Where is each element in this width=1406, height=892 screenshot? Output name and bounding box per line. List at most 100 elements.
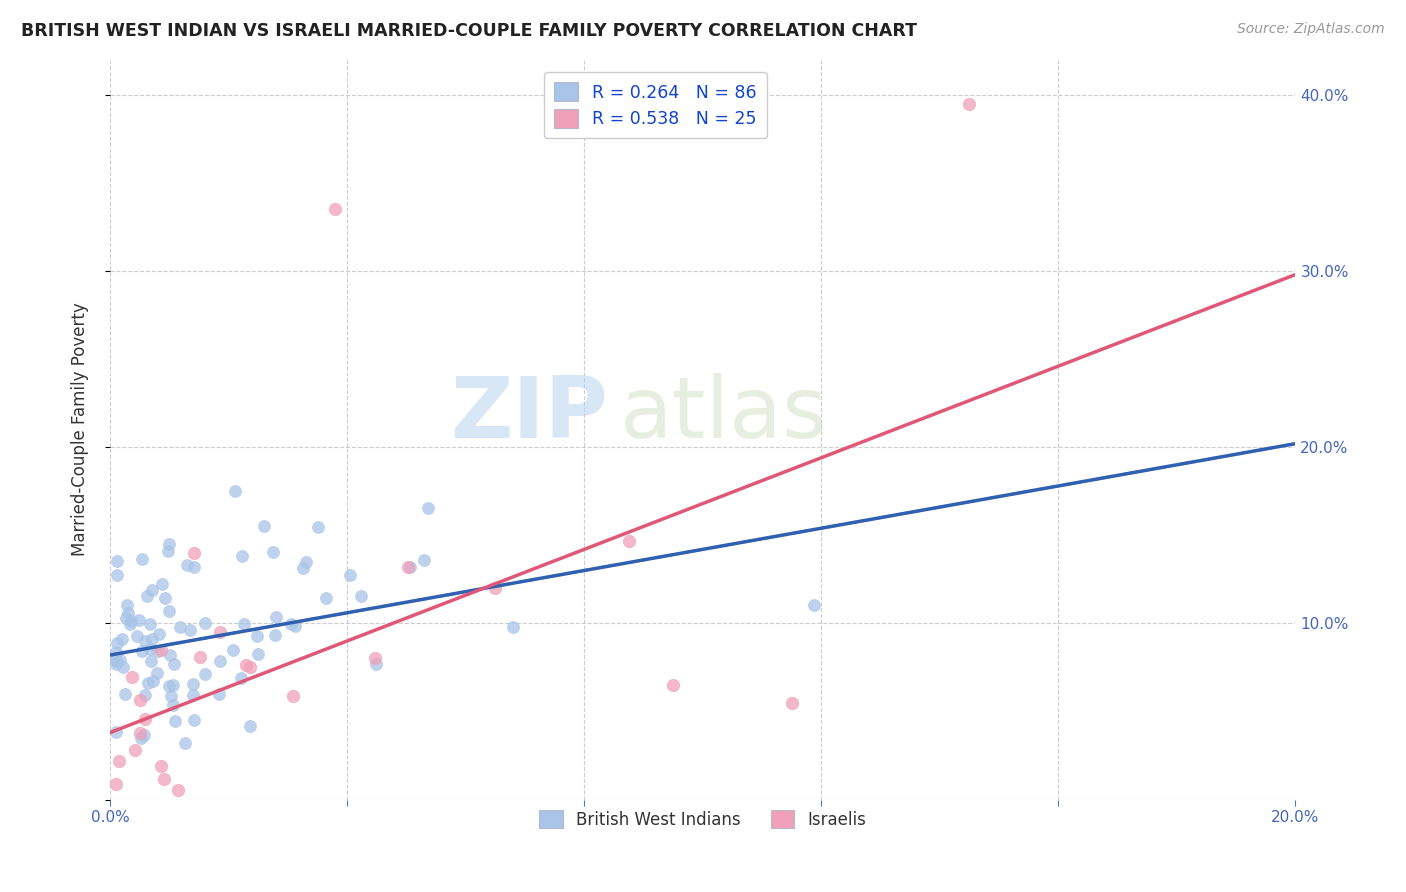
Point	[105, 654, 128, 668]
Point	[118, 616, 141, 631]
Text: atlas: atlas	[620, 373, 828, 457]
Legend: British West Indians, Israelis: British West Indians, Israelis	[533, 804, 873, 836]
Point	[176, 558, 198, 572]
Point	[364, 657, 387, 671]
Point	[148, 643, 170, 657]
Point	[131, 644, 153, 658]
Point	[780, 696, 803, 710]
Point	[484, 581, 506, 595]
Point	[129, 693, 152, 707]
Point	[105, 653, 128, 667]
Y-axis label: Married-Couple Family Poverty: Married-Couple Family Poverty	[72, 302, 89, 557]
Point	[150, 759, 173, 773]
Point	[174, 736, 197, 750]
Point	[153, 591, 176, 606]
Point	[136, 675, 159, 690]
Point	[263, 628, 285, 642]
Point	[323, 202, 346, 217]
Point	[169, 620, 191, 634]
Point	[150, 577, 173, 591]
Point	[188, 649, 211, 664]
Point	[105, 645, 128, 659]
Point	[162, 678, 184, 692]
Point	[284, 619, 307, 633]
Point	[502, 620, 524, 634]
Point	[183, 688, 205, 702]
Point	[246, 628, 269, 642]
Point	[160, 689, 183, 703]
Point	[416, 500, 439, 515]
Point	[159, 648, 181, 662]
Point	[157, 537, 180, 551]
Point	[124, 743, 146, 757]
Point	[194, 667, 217, 681]
Text: ZIP: ZIP	[450, 373, 607, 457]
Point	[222, 643, 245, 657]
Point	[163, 714, 186, 728]
Point	[150, 642, 173, 657]
Point	[134, 712, 156, 726]
Point	[105, 657, 128, 672]
Point	[131, 552, 153, 566]
Point	[280, 617, 302, 632]
Point	[162, 698, 184, 712]
Point	[117, 607, 139, 621]
Point	[125, 630, 148, 644]
Point	[238, 719, 260, 733]
Point	[142, 674, 165, 689]
Point	[145, 665, 167, 680]
Point	[229, 671, 252, 685]
Point	[139, 654, 162, 668]
Point	[157, 544, 180, 558]
Point	[157, 604, 180, 618]
Point	[183, 560, 205, 574]
Point	[194, 615, 217, 630]
Point	[148, 627, 170, 641]
Point	[183, 546, 205, 560]
Point	[262, 544, 284, 558]
Point	[115, 598, 138, 612]
Point	[209, 625, 232, 640]
Point	[959, 96, 981, 111]
Point	[105, 724, 128, 739]
Point	[398, 560, 420, 574]
Point	[207, 687, 229, 701]
Point	[153, 772, 176, 786]
Point	[349, 589, 371, 603]
Point	[413, 552, 436, 566]
Point	[121, 670, 143, 684]
Point	[239, 660, 262, 674]
Point	[131, 731, 153, 745]
Point	[111, 660, 134, 674]
Point	[128, 726, 150, 740]
Point	[105, 553, 128, 567]
Point	[315, 591, 337, 605]
Point	[231, 549, 253, 564]
Point	[339, 567, 361, 582]
Point	[105, 636, 128, 650]
Point	[803, 599, 825, 613]
Point	[179, 623, 201, 637]
Point	[233, 616, 256, 631]
Point	[141, 632, 163, 647]
Point	[114, 687, 136, 701]
Point	[114, 610, 136, 624]
Point	[141, 583, 163, 598]
Point	[307, 520, 329, 534]
Point	[619, 533, 641, 548]
Point	[253, 519, 276, 533]
Point	[134, 633, 156, 648]
Point	[157, 679, 180, 693]
Point	[105, 777, 128, 791]
Point	[107, 568, 129, 582]
Point	[128, 613, 150, 627]
Point	[181, 677, 204, 691]
Point	[294, 555, 316, 569]
Point	[136, 590, 159, 604]
Point	[396, 560, 419, 574]
Point	[662, 678, 685, 692]
Point	[134, 728, 156, 742]
Point	[111, 632, 134, 646]
Point	[264, 609, 287, 624]
Point	[138, 617, 160, 632]
